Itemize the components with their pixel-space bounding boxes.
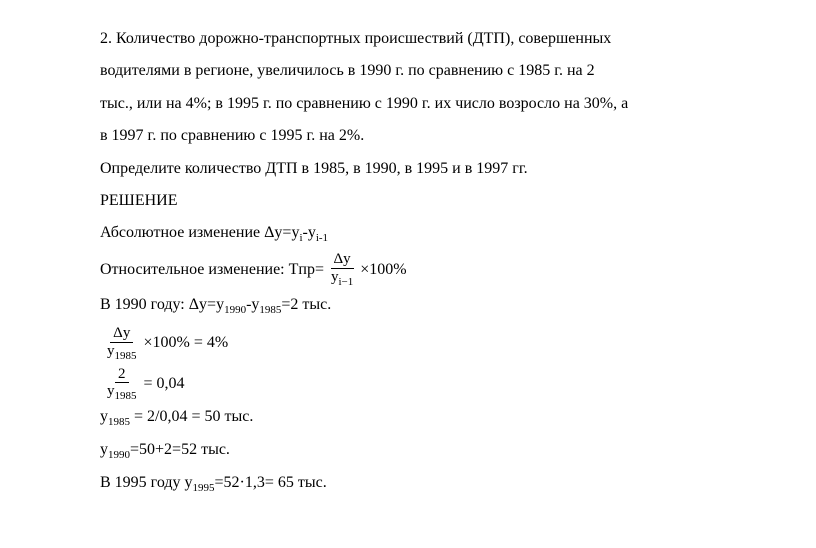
frac2-num: Δy — [110, 325, 133, 343]
frac1-den: yi−1 — [328, 269, 356, 288]
frac-eq-4pct: Δy y1985 ×100% = 4% — [100, 325, 742, 362]
eq-4pct: ×100% = 4% — [144, 332, 229, 354]
year-1990-line: В 1990 году: Δy=y1990-y1985=2 тыс. — [100, 290, 742, 321]
frac3-num: 2 — [115, 366, 129, 384]
y1990-y: y — [100, 441, 108, 458]
sub-1985: 1985 — [259, 304, 281, 316]
fraction-1: Δy yi−1 — [328, 251, 356, 288]
year1990-label: В 1990 году: Δy=y — [100, 296, 224, 313]
y1990-calc: =50+2=52 тыс. — [130, 441, 230, 458]
sub-1990: 1990 — [224, 304, 246, 316]
solution-heading: РЕШЕНИЕ — [100, 186, 742, 216]
y1990-line: y1990=50+2=52 тыс. — [100, 435, 742, 466]
rel-change-label: Относительное изменение: Tпр= — [100, 259, 324, 281]
problem-line-4: в 1997 г. по сравнению с 1995 г. на 2%. — [100, 121, 742, 151]
abs-change-label: Абсолютное изменение Δy=y — [100, 224, 299, 241]
frac-eq-004: 2 y1985 = 0,04 — [100, 366, 742, 403]
y1985-y: y — [100, 408, 108, 425]
y1995-calc: =52·1,3= 65 тыс. — [215, 474, 327, 491]
y1985-calc: = 2/0,04 = 50 — [130, 408, 221, 425]
abs-sub-i1: i-1 — [316, 233, 328, 245]
frac2-den-y: y — [107, 343, 115, 359]
eq-2: =2 тыс. — [281, 296, 331, 313]
problem-line-1: 2. Количество дорожно-транспортных проис… — [100, 24, 742, 54]
fraction-3: 2 y1985 — [104, 366, 140, 403]
abs-minus: -y — [303, 224, 316, 241]
frac2-den: y1985 — [104, 343, 140, 362]
y1985-tys: тыс. — [221, 408, 254, 425]
absolute-change-line: Абсолютное изменение Δy=yi-yi-1 — [100, 218, 742, 249]
eq-004: = 0,04 — [144, 373, 185, 395]
relative-change-line: Относительное изменение: Tпр= Δy yi−1 ×1… — [100, 251, 742, 288]
frac1-num: Δy — [331, 251, 354, 269]
frac3-den-y: y — [107, 383, 115, 399]
times-100: ×100% — [360, 259, 406, 281]
y1985-line: y1985 = 2/0,04 = 50 тыс. — [100, 406, 742, 431]
year-1995-line: В 1995 году y1995=52·1,3= 65 тыс. — [100, 468, 742, 499]
frac1-den-sub: i−1 — [338, 276, 353, 288]
problem-line-2: водителями в регионе, увеличилось в 1990… — [100, 56, 742, 86]
year1995-label: В 1995 году y — [100, 474, 193, 491]
frac2-den-sub: 1985 — [115, 350, 137, 362]
minus-y: -y — [246, 296, 259, 313]
sub-1995: 1995 — [193, 482, 215, 494]
problem-line-3: тыс., или на 4%; в 1995 г. по сравнению … — [100, 89, 742, 119]
frac3-den: y1985 — [104, 383, 140, 402]
y1990-sub: 1990 — [108, 449, 130, 461]
y1985-sub: 1985 — [108, 416, 130, 428]
frac3-den-sub: 1985 — [115, 390, 137, 402]
problem-line-5: Определите количество ДТП в 1985, в 1990… — [100, 154, 742, 184]
fraction-2: Δy y1985 — [104, 325, 140, 362]
